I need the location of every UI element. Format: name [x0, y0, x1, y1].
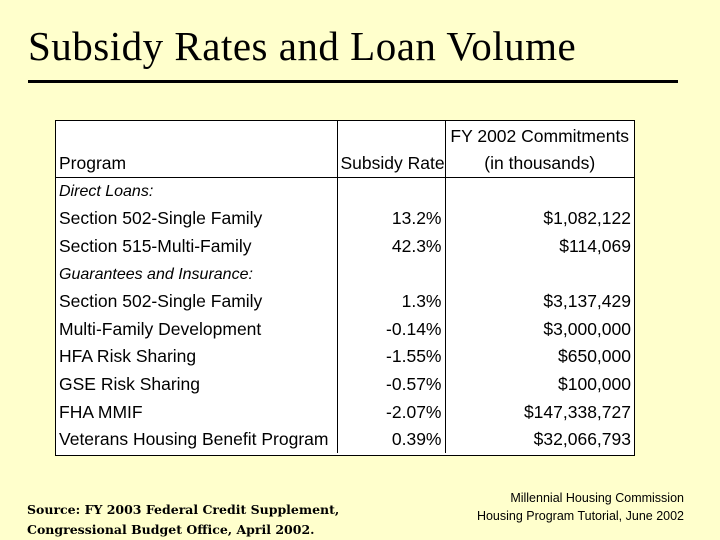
source-line-1: Source: FY 2003 Federal Credit Supplemen…	[27, 502, 340, 517]
credit-line-2: Housing Program Tutorial, June 2002	[476, 509, 684, 523]
table-header-row: Program Subsidy Rate FY 2002 Commitments…	[56, 121, 634, 177]
credit-line-1: Millennial Housing Commission	[510, 491, 684, 505]
commitments-cell: $32,066,793	[533, 429, 631, 450]
subsidy-rate-cell: -2.07%	[337, 398, 446, 426]
program-cell: Section 515-Multi-Family	[56, 232, 338, 261]
commitments-cell: $3,137,429	[543, 291, 631, 312]
commitments-cell: $100,000	[558, 373, 631, 394]
commitments-cell: $650,000	[558, 346, 631, 367]
subsidy-rate-cell: -0.14%	[337, 315, 446, 344]
program-cell: Section 502-Single Family	[56, 205, 338, 233]
subsidy-table: Program Subsidy Rate FY 2002 Commitments…	[56, 121, 634, 454]
table-row: Section 502-Single Family 13.2% $1,082,122	[56, 205, 634, 233]
subsidy-rate-cell	[337, 260, 446, 288]
table-row: FHA MMIF -2.07% $147,338,727	[56, 398, 634, 426]
header-commitments: FY 2002 Commitments (in thousands)	[445, 121, 634, 177]
subsidy-rate-cell: -1.55%	[337, 343, 446, 371]
table-row: Veterans Housing Benefit Program 0.39% $32…	[56, 425, 634, 454]
table-row: GSE Risk Sharing -0.57% $100,000	[56, 370, 634, 399]
header-commitments-line2: (in thousands)	[484, 152, 596, 173]
commitments-cell	[445, 177, 634, 205]
table-body: Direct Loans: Section 502-Single Family 13…	[56, 177, 634, 454]
subsidy-rate-cell: -0.57%	[337, 370, 446, 399]
program-cell: Multi-Family Development	[56, 315, 338, 344]
header-subsidy-rate: Subsidy Rate	[337, 121, 446, 177]
subsidy-table-container: Program Subsidy Rate FY 2002 Commitments…	[55, 120, 635, 456]
credit-note: Millennial Housing Commission Housing Pr…	[477, 489, 684, 525]
subsidy-rate-cell: 13.2%	[337, 205, 446, 233]
source-note: Source: FY 2003 Federal Credit Supplemen…	[27, 500, 339, 540]
subsidy-rate-cell: 1.3%	[337, 287, 446, 316]
commitments-cell: $3,000,000	[543, 318, 631, 339]
commitments-cell	[445, 260, 634, 288]
program-cell: FHA MMIF	[56, 398, 338, 426]
header-program: Program	[56, 121, 338, 177]
section-label: Guarantees and Insurance:	[56, 260, 338, 288]
source-line-2: Congressional Budget Office, April 2002.	[27, 522, 315, 537]
table-row: Multi-Family Development -0.14% $3,000,000	[56, 315, 634, 344]
commitments-cell: $147,338,727	[523, 401, 631, 422]
table-row: HFA Risk Sharing -1.55% $650,000	[56, 343, 634, 371]
subsidy-rate-cell: 0.39%	[337, 425, 446, 454]
section-label: Direct Loans:	[56, 177, 338, 206]
table-section-row: Guarantees and Insurance:	[56, 260, 634, 288]
header-commitments-line1: FY 2002 Commitments	[450, 125, 630, 146]
program-cell: Veterans Housing Benefit Program	[56, 425, 338, 454]
program-cell: Section 502-Single Family	[56, 287, 338, 316]
subsidy-rate-cell: 42.3%	[337, 232, 446, 261]
program-cell: GSE Risk Sharing	[56, 370, 338, 399]
table-section-row: Direct Loans:	[56, 177, 634, 206]
subsidy-rate-cell	[337, 177, 446, 206]
table-row: Section 502-Single Family 1.3% $3,137,429	[56, 287, 634, 316]
commitments-cell: $1,082,122	[543, 208, 631, 229]
title-underline	[28, 80, 678, 83]
table-row: Section 515-Multi-Family 42.3% $114,069	[56, 232, 634, 261]
commitments-cell: $114,069	[559, 235, 631, 256]
slide-title: Subsidy Rates and Loan Volume	[28, 23, 577, 69]
program-cell: HFA Risk Sharing	[56, 343, 338, 371]
